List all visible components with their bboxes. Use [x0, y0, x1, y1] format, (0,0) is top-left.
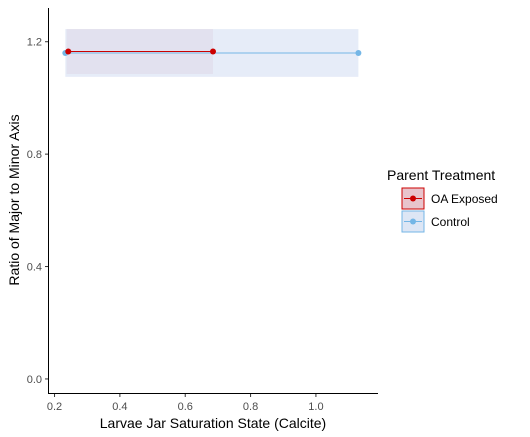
x-axis-ticks: 0.2 0.4 0.6 0.8 1.0	[47, 394, 324, 413]
y-axis-ticks: 0.0 0.4 0.8 1.2	[27, 37, 48, 386]
y-tick-label: 0.8	[27, 149, 42, 161]
legend-items: OA Exposed Control	[401, 187, 498, 233]
point-oa-exposed-0	[65, 48, 72, 55]
point-control-1	[355, 49, 362, 56]
x-axis-title: Larvae Jar Saturation State (Calcite)	[100, 415, 326, 431]
legend: Parent Treatment OA Exposed Control	[387, 167, 498, 233]
legend-label: OA Exposed	[431, 192, 498, 206]
legend-key-point	[410, 218, 416, 225]
y-axis-title: Ratio of Major to Minor Axis	[6, 114, 22, 285]
series-points	[62, 48, 362, 56]
x-tick-label: 1.0	[308, 401, 323, 413]
legend-key-point	[410, 195, 416, 202]
legend-item-control: Control	[401, 210, 470, 233]
legend-label: Control	[431, 215, 470, 229]
point-oa-exposed-1	[210, 48, 216, 55]
y-tick-label: 1.2	[27, 37, 42, 49]
x-tick-label: 0.8	[243, 401, 258, 413]
y-tick-label: 0.4	[27, 262, 42, 274]
x-tick-label: 0.4	[112, 401, 127, 413]
legend-item-oa-exposed: OA Exposed	[401, 187, 498, 210]
legend-title: Parent Treatment	[387, 167, 495, 183]
x-tick-label: 0.2	[47, 401, 62, 413]
x-tick-label: 0.6	[178, 401, 193, 413]
y-tick-label: 0.0	[27, 374, 42, 386]
